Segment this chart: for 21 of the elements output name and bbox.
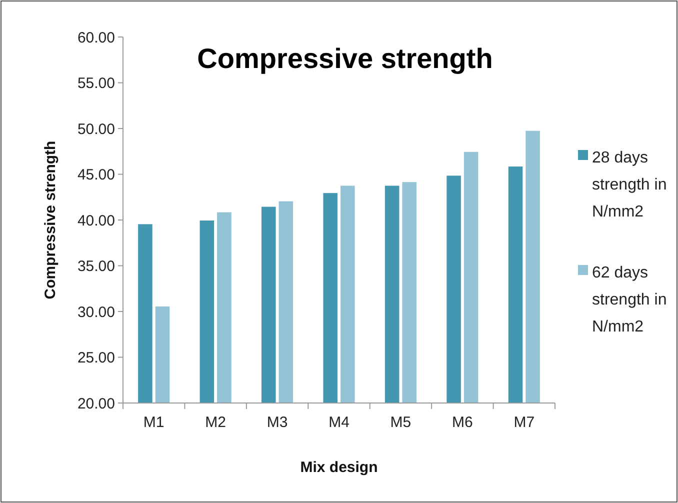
y-tick-label: 25.00 [77, 350, 115, 366]
chart-title: Compressive strength [197, 43, 493, 74]
y-axis-title: Compressive strength [42, 140, 59, 300]
x-tick-label: M1 [143, 414, 164, 431]
y-tick-label: 45.00 [77, 166, 115, 184]
x-tick-label: M2 [205, 414, 226, 431]
legend-label: 62 days strength in N/mm2 [592, 264, 667, 336]
legend-label: 28 days strength in N/mm2 [592, 150, 667, 221]
x-tick-label: M3 [266, 414, 288, 431]
x-tick-label: M6 [452, 414, 473, 431]
y-tick-label: 55.00 [77, 75, 115, 92]
y-tick-label: 35.00 [77, 258, 115, 275]
y-tick-label: 50.00 [77, 120, 115, 138]
x-tick-label: M7 [514, 414, 535, 431]
y-tick-label: 20.00 [77, 395, 115, 412]
x-axis-title: Mix design [300, 459, 378, 476]
y-tick-label: 30.00 [77, 304, 115, 321]
x-tick-label: M4 [328, 414, 350, 431]
y-tick-label: 40.00 [77, 212, 115, 230]
x-tick-label: M5 [390, 414, 412, 431]
y-tick-label: 60.00 [77, 29, 115, 46]
